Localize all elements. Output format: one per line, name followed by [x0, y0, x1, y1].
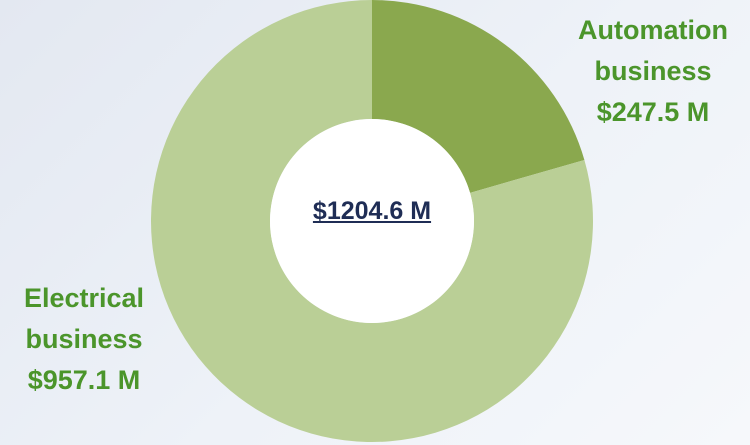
donut-slice: [372, 0, 585, 193]
donut-slice: [151, 0, 593, 442]
slice-label: Electrical business $957.1 M: [0, 278, 168, 401]
category-label: Automation business: [578, 15, 728, 86]
category-label: Electrical business: [23, 283, 145, 354]
value-label: $957.1 M: [27, 365, 141, 395]
slice-label: Automation business $247.5 M: [548, 10, 750, 133]
donut-hole: [270, 119, 474, 323]
center-label: $1204.6 M: [312, 197, 432, 225]
value-label: $247.5 M: [596, 97, 710, 127]
